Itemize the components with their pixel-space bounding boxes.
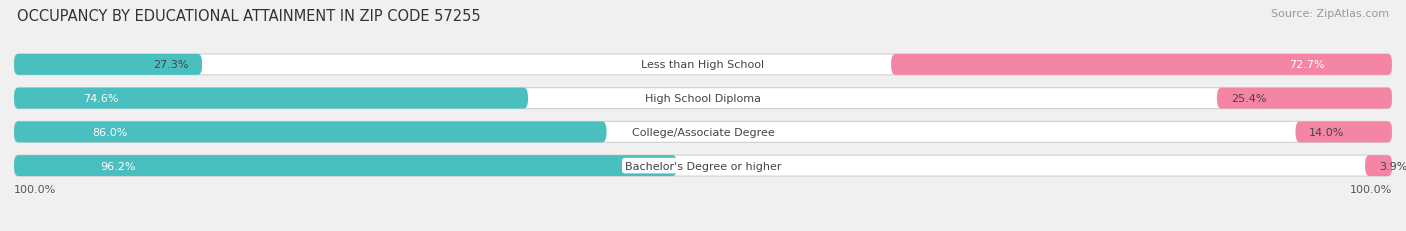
Text: 72.7%: 72.7% xyxy=(1289,60,1324,70)
FancyBboxPatch shape xyxy=(14,155,676,176)
Text: 100.0%: 100.0% xyxy=(14,184,56,195)
Text: OCCUPANCY BY EDUCATIONAL ATTAINMENT IN ZIP CODE 57255: OCCUPANCY BY EDUCATIONAL ATTAINMENT IN Z… xyxy=(17,9,481,24)
FancyBboxPatch shape xyxy=(14,122,1392,143)
Text: High School Diploma: High School Diploma xyxy=(645,94,761,104)
FancyBboxPatch shape xyxy=(1295,122,1392,143)
Text: 3.9%: 3.9% xyxy=(1379,161,1406,171)
Text: 14.0%: 14.0% xyxy=(1309,127,1344,137)
FancyBboxPatch shape xyxy=(1365,155,1392,176)
FancyBboxPatch shape xyxy=(14,55,1392,76)
Text: College/Associate Degree: College/Associate Degree xyxy=(631,127,775,137)
FancyBboxPatch shape xyxy=(14,88,529,109)
FancyBboxPatch shape xyxy=(891,55,1392,76)
Text: Less than High School: Less than High School xyxy=(641,60,765,70)
Text: 86.0%: 86.0% xyxy=(91,127,128,137)
FancyBboxPatch shape xyxy=(1218,88,1392,109)
Text: Source: ZipAtlas.com: Source: ZipAtlas.com xyxy=(1271,9,1389,19)
Text: 25.4%: 25.4% xyxy=(1230,94,1267,104)
FancyBboxPatch shape xyxy=(14,55,202,76)
Text: 100.0%: 100.0% xyxy=(1350,184,1392,195)
FancyBboxPatch shape xyxy=(14,122,606,143)
Text: 96.2%: 96.2% xyxy=(100,161,136,171)
FancyBboxPatch shape xyxy=(14,155,1392,176)
FancyBboxPatch shape xyxy=(14,88,1392,109)
Text: 27.3%: 27.3% xyxy=(153,60,188,70)
Text: Bachelor's Degree or higher: Bachelor's Degree or higher xyxy=(624,161,782,171)
Text: 74.6%: 74.6% xyxy=(83,94,118,104)
